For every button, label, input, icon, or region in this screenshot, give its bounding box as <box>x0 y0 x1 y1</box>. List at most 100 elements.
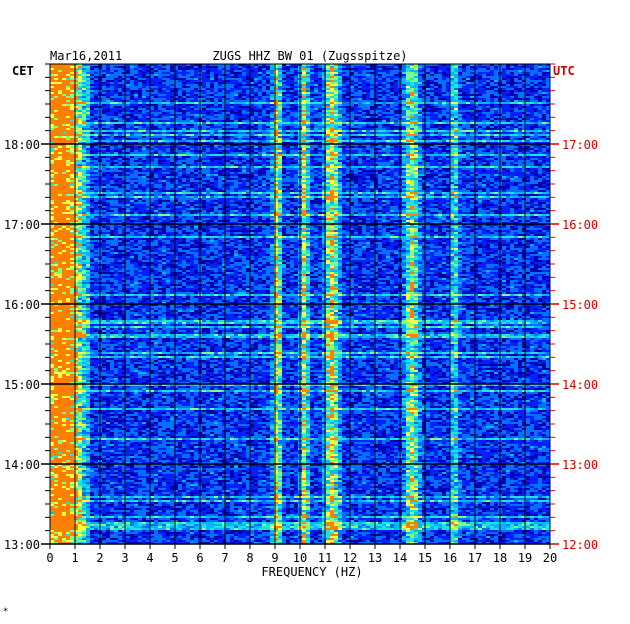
heatmap-cell <box>430 122 434 124</box>
heatmap-cell <box>122 146 126 148</box>
heatmap-cell <box>322 84 326 86</box>
heatmap-cell <box>138 112 142 114</box>
heatmap-cell <box>218 68 222 70</box>
heatmap-cell <box>218 120 222 122</box>
heatmap-cell <box>278 94 282 96</box>
heatmap-cell <box>158 64 162 66</box>
heatmap-cell <box>102 144 106 146</box>
heatmap-cell <box>314 72 318 74</box>
heatmap-cell <box>158 86 162 88</box>
heatmap-cell <box>182 148 186 150</box>
heatmap-cell <box>250 98 254 100</box>
heatmap-cell <box>454 82 458 84</box>
heatmap-cell <box>410 82 414 84</box>
heatmap-cell <box>142 130 146 132</box>
heatmap-cell <box>242 136 246 138</box>
heatmap-cell <box>374 70 378 72</box>
heatmap-cell <box>62 98 66 100</box>
heatmap-cell <box>394 106 398 108</box>
heatmap-cell <box>170 126 174 128</box>
heatmap-cell <box>406 110 410 112</box>
heatmap-cell <box>302 100 306 102</box>
heatmap-cell <box>50 90 54 92</box>
heatmap-cell <box>390 146 394 148</box>
heatmap-cell <box>202 84 206 86</box>
heatmap-cell <box>274 142 278 144</box>
heatmap-cell <box>234 126 238 128</box>
heatmap-cell <box>102 80 106 82</box>
heatmap-cell <box>462 72 466 74</box>
heatmap-cell <box>314 74 318 76</box>
heatmap-cell <box>278 112 282 114</box>
heatmap-cell <box>358 74 362 76</box>
heatmap-cell <box>62 116 66 118</box>
heatmap-cell <box>230 138 234 140</box>
heatmap-cell <box>354 148 358 150</box>
heatmap-cell <box>502 98 506 100</box>
heatmap-cell <box>406 86 410 88</box>
heatmap-cell <box>522 64 526 66</box>
heatmap-cell <box>534 154 538 156</box>
heatmap-cell <box>94 114 98 116</box>
heatmap-cell <box>402 156 406 158</box>
heatmap-cell <box>162 122 166 124</box>
heatmap-cell <box>202 72 206 74</box>
heatmap-cell <box>130 102 134 104</box>
heatmap-cell <box>530 106 534 108</box>
heatmap-cell <box>442 106 446 108</box>
heatmap-cell <box>462 96 466 98</box>
heatmap-cell <box>526 120 530 122</box>
heatmap-cell <box>318 114 322 116</box>
heatmap-cell <box>250 120 254 122</box>
heatmap-cell <box>234 156 238 158</box>
heatmap-cell <box>178 150 182 152</box>
heatmap-cell <box>506 144 510 146</box>
heatmap-cell <box>62 152 66 154</box>
heatmap-cell <box>302 112 306 114</box>
heatmap-cell <box>302 158 306 160</box>
heatmap-cell <box>106 114 110 116</box>
heatmap-cell <box>178 152 182 154</box>
heatmap-cell <box>482 74 486 76</box>
heatmap-cell <box>210 82 214 84</box>
heatmap-cell <box>66 142 70 144</box>
heatmap-cell <box>458 128 462 130</box>
heatmap-cell <box>190 138 194 140</box>
heatmap-cell <box>450 122 454 124</box>
heatmap-cell <box>122 98 126 100</box>
heatmap-cell <box>138 126 142 128</box>
heatmap-cell <box>186 126 190 128</box>
heatmap-cell <box>114 68 118 70</box>
heatmap-cell <box>238 86 242 88</box>
heatmap-cell <box>414 150 418 152</box>
heatmap-cell <box>470 116 474 118</box>
heatmap-cell <box>262 110 266 112</box>
heatmap-cell <box>158 102 162 104</box>
heatmap-cell <box>78 148 82 150</box>
heatmap-cell <box>478 112 482 114</box>
heatmap-cell <box>162 124 166 126</box>
heatmap-cell <box>414 114 418 116</box>
heatmap-cell <box>374 64 378 66</box>
heatmap-cell <box>546 122 550 124</box>
heatmap-cell <box>370 112 374 114</box>
heatmap-cell <box>474 78 478 80</box>
heatmap-cell <box>386 80 390 82</box>
heatmap-cell <box>386 140 390 142</box>
heatmap-cell <box>102 96 106 98</box>
heatmap-cell <box>110 156 114 158</box>
heatmap-cell <box>450 150 454 152</box>
heatmap-cell <box>534 116 538 118</box>
heatmap-cell <box>410 142 414 144</box>
heatmap-cell <box>166 98 170 100</box>
heatmap-cell <box>194 90 198 92</box>
heatmap-cell <box>54 144 58 146</box>
heatmap-cell <box>358 80 362 82</box>
heatmap-cell <box>86 156 90 158</box>
heatmap-cell <box>430 128 434 130</box>
heatmap-cell <box>422 144 426 146</box>
heatmap-cell <box>466 86 470 88</box>
heatmap-cell <box>310 100 314 102</box>
heatmap-cell <box>474 124 478 126</box>
heatmap-cell <box>206 102 210 104</box>
